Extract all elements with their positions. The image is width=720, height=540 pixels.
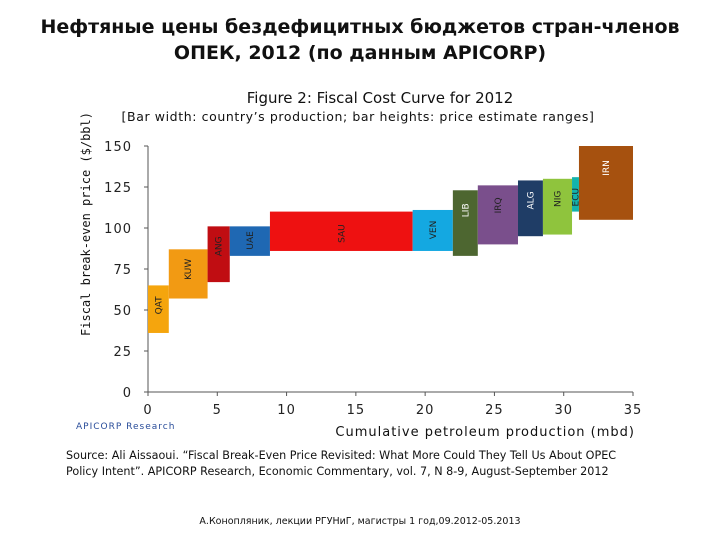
bar-ang <box>207 226 230 283</box>
y-axis-label: Fiscal break-even price ($/bbl) <box>79 112 93 336</box>
bar-ecu <box>572 177 579 212</box>
x-tick-label: 20 <box>416 403 435 418</box>
bar-irn <box>578 146 633 220</box>
bar-label-ecu: ECU <box>571 188 581 207</box>
x-tick-label: 30 <box>554 403 573 418</box>
bar-label-uae: UAE <box>246 231 256 250</box>
x-tick-label: 10 <box>277 403 296 418</box>
y-tick-label: 125 <box>104 181 132 196</box>
source-line1: Source: Ali Aissaoui. “Fiscal Break-Even… <box>66 449 617 462</box>
bar-qat <box>148 285 169 333</box>
bar-alg <box>517 180 543 237</box>
x-tick-label: 15 <box>347 403 366 418</box>
slide-title-line2: ОПЕК, 2012 (по данным APICORP) <box>173 42 547 64</box>
bar-label-qat: QAT <box>154 296 164 315</box>
y-tick-label: 100 <box>104 222 132 237</box>
bar-label-alg: ALG <box>526 191 536 209</box>
y-tick-label: 50 <box>113 304 132 319</box>
y-tick-label: 25 <box>113 345 132 360</box>
y-tick-label: 150 <box>104 140 132 155</box>
x-tick-label: 0 <box>143 403 152 418</box>
figure-title: Figure 2: Fiscal Cost Curve for 2012 <box>246 89 514 107</box>
bar-label-ven: VEN <box>429 221 439 240</box>
bar-uae <box>229 226 270 256</box>
x-tick-label: 5 <box>213 403 222 418</box>
bar-label-kuw: KUW <box>184 259 194 280</box>
bar-lib <box>452 190 478 256</box>
source-note: Source: Ali Aissaoui. “Fiscal Break-Even… <box>66 448 666 480</box>
source-line2: Policy Intent”. APICORP Research, Econom… <box>66 465 609 478</box>
bar-label-irq: IRQ <box>494 197 504 213</box>
x-axis-label: Cumulative petroleum production (mbd) <box>335 425 635 440</box>
bar-ven <box>412 209 453 251</box>
y-tick-label: 75 <box>113 263 132 278</box>
bar-sau <box>269 211 413 251</box>
figure-subtitle: [Bar width: country’s production; bar he… <box>121 109 595 124</box>
bar-irq <box>477 185 518 245</box>
bar-kuw <box>168 249 208 299</box>
footer-credit: А.Конопляник, лекции РГУНиГ, магистры 1 … <box>199 516 521 527</box>
bar-label-ang: ANG <box>215 236 225 256</box>
x-tick-label: 25 <box>485 403 504 418</box>
bar-label-lib: LIB <box>461 203 471 217</box>
brand-label: APICORP Research <box>76 422 176 432</box>
y-tick-label: 0 <box>123 386 132 401</box>
bar-label-sau: SAU <box>337 224 347 243</box>
bar-label-irn: IRN <box>602 160 612 176</box>
bar-label-nig: NIG <box>553 191 563 207</box>
slide-title-line1: Нефтяные цены бездефицитных бюджетов стр… <box>40 16 680 38</box>
slide-title: Нефтяные цены бездефицитных бюджетов стр… <box>0 14 720 66</box>
bar-nig <box>542 178 573 235</box>
x-tick-label: 35 <box>624 403 643 418</box>
